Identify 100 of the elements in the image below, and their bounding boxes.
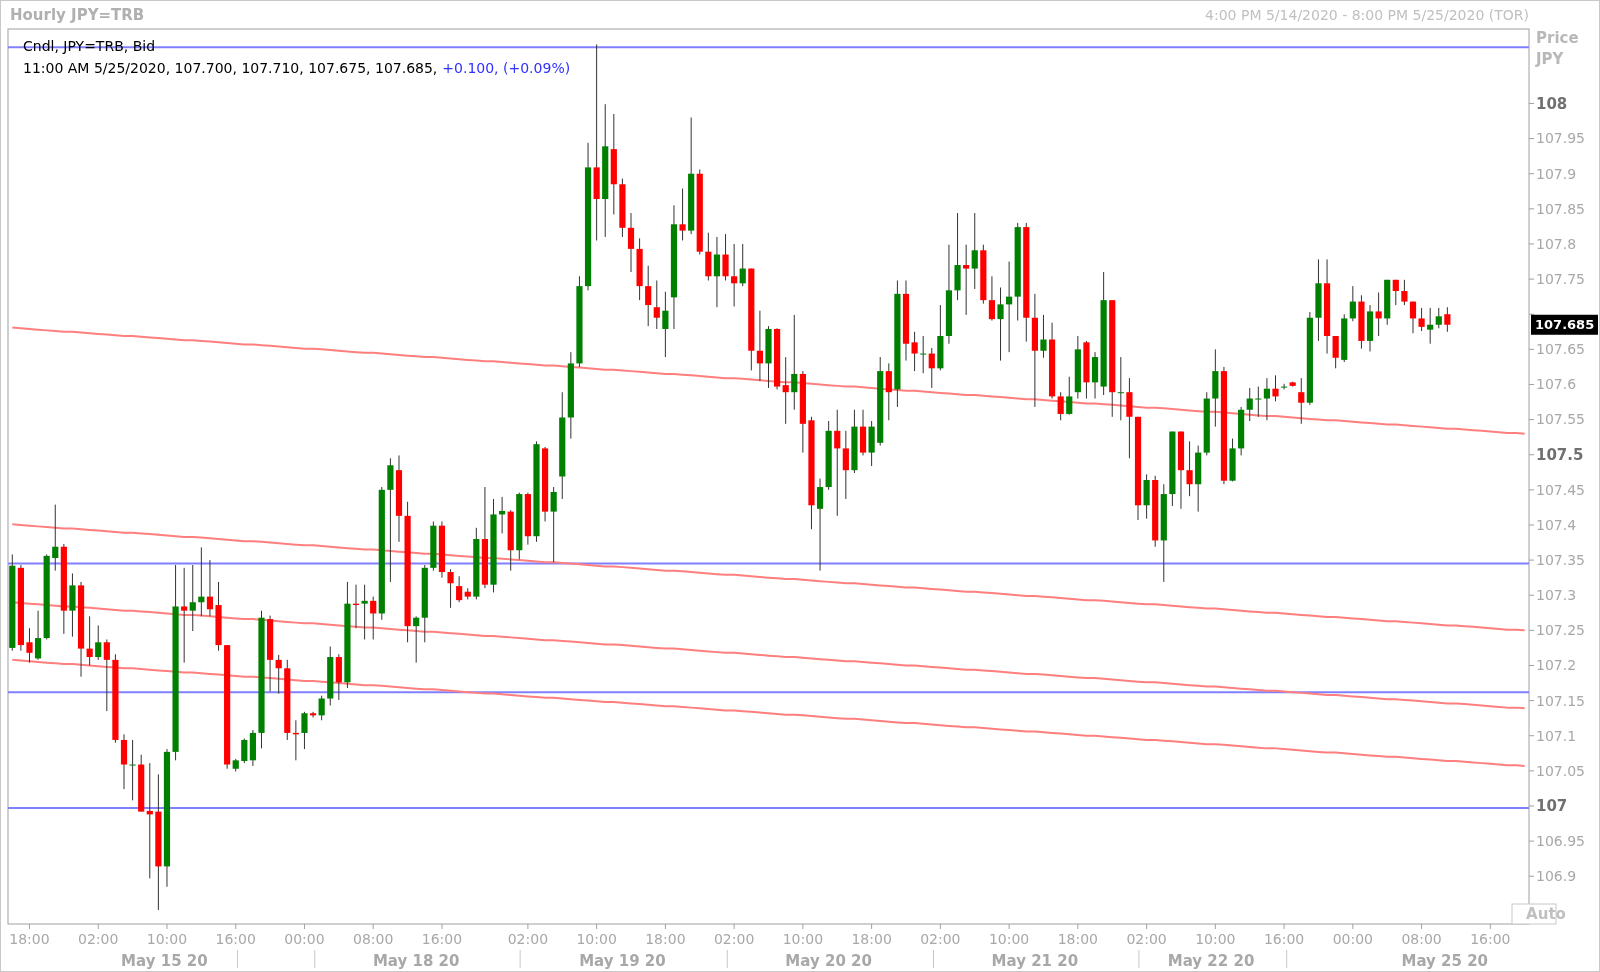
text: May 22 20 xyxy=(1167,952,1255,970)
candlestick xyxy=(189,564,196,632)
y-tick-label: 107 xyxy=(1536,797,1568,816)
candlestick xyxy=(1186,440,1193,497)
candlestick xyxy=(370,596,377,640)
candlestick xyxy=(722,233,729,281)
candlestick xyxy=(645,265,652,327)
candlestick xyxy=(653,280,660,330)
candlestick xyxy=(1418,307,1425,332)
chart-subtitle: 4:00 PM 5/14/2020 - 8:00 PM 5/25/2020 (TOR) xyxy=(1205,7,1529,23)
candlestick xyxy=(206,559,214,617)
candlestick xyxy=(928,347,935,389)
candlestick xyxy=(988,275,996,322)
x-tick-label: 16:00 xyxy=(215,931,256,947)
x-tick-label: 10:00 xyxy=(576,931,617,947)
candlestick xyxy=(413,615,420,664)
candlestick xyxy=(662,291,669,358)
text: May 19 20 xyxy=(579,952,666,970)
candlestick xyxy=(920,335,927,374)
candlestick xyxy=(791,314,798,411)
x-tick-label: 08:00 xyxy=(353,931,394,947)
candlestick xyxy=(550,486,557,563)
candlestick xyxy=(1246,387,1253,422)
candlestick xyxy=(1117,356,1124,421)
candlestick xyxy=(997,287,1004,362)
x-tick-label: 18:00 xyxy=(851,931,892,947)
text: May 20 20 xyxy=(785,952,872,970)
candlestick xyxy=(309,711,317,718)
candlestick xyxy=(447,568,454,609)
candlestick xyxy=(1281,383,1288,390)
y-tick-label: 107.75 xyxy=(1536,270,1585,287)
text: May 25 20 xyxy=(1401,952,1489,970)
y-tick-label: 107.85 xyxy=(1536,200,1585,217)
candlestick xyxy=(679,187,686,241)
candlestick xyxy=(911,331,918,372)
x-tick-label: 16:00 xyxy=(421,931,463,947)
annotation: +0.100, (+0.09%) xyxy=(442,60,571,76)
candlestick xyxy=(1349,285,1356,322)
candlestick xyxy=(1066,376,1073,416)
x-tick-label: 10:00 xyxy=(1195,931,1236,947)
candlestick xyxy=(301,711,308,750)
x-tick-label: 02:00 xyxy=(1126,931,1167,947)
candlestick xyxy=(1444,306,1451,333)
candlestick xyxy=(627,212,635,273)
candlestick xyxy=(1272,374,1279,402)
candlestick xyxy=(1409,301,1417,334)
candlestick xyxy=(1435,307,1442,329)
candlestick xyxy=(181,567,188,664)
candlestick xyxy=(1401,279,1408,306)
chart-title: Hourly JPY=TRB xyxy=(10,6,145,24)
candlestick xyxy=(963,244,970,316)
x-tick-label: 18:00 xyxy=(645,931,686,947)
y-tick-label: 107.05 xyxy=(1536,762,1585,779)
text: May 21 20 xyxy=(991,952,1079,970)
text: May 15 20 xyxy=(121,952,208,970)
x-tick-label: 18:00 xyxy=(1057,931,1099,947)
candlestick xyxy=(971,212,978,290)
y-tick-label: 107.65 xyxy=(1536,341,1585,358)
y-tick-label: 107.5 xyxy=(1536,445,1584,464)
candlestick xyxy=(782,356,789,425)
annotation: 11:00 AM 5/25/2020, 107.700, 107.710, 107.675, 107.685, xyxy=(23,60,438,76)
y-tick-label: 107.35 xyxy=(1536,552,1585,568)
x-tick-label: 18:00 xyxy=(9,931,50,947)
candlestick xyxy=(1375,291,1382,337)
y-tick-label: 107.9 xyxy=(1536,165,1577,182)
candlestick xyxy=(52,504,59,572)
y-tick-label: 107.45 xyxy=(1536,481,1585,498)
candlestick xyxy=(834,409,841,517)
candlestick xyxy=(731,243,738,307)
y-tick-label: 107.25 xyxy=(1536,622,1585,639)
x-tick-label: 02:00 xyxy=(713,931,755,947)
line-series xyxy=(11,326,1526,435)
x-tick-label: 02:00 xyxy=(920,931,961,947)
x-tick-label: 02:00 xyxy=(78,931,119,947)
candlestick xyxy=(885,362,892,421)
x-tick-label: 08:00 xyxy=(1401,931,1442,947)
y-tick-label: 107.8 xyxy=(1536,235,1577,252)
annotation: Cndl, JPY=TRB, Bid xyxy=(23,38,156,54)
line-series xyxy=(11,658,1526,767)
candlestick xyxy=(713,236,721,308)
candlestick xyxy=(1427,307,1434,345)
candlestick xyxy=(129,739,136,801)
candlestick xyxy=(1263,377,1270,421)
y-tick-label: 107.55 xyxy=(1536,411,1585,428)
candlestick xyxy=(275,654,282,695)
y-tick-label: 107.95 xyxy=(1536,130,1585,147)
candlestick xyxy=(361,584,368,640)
y-axis-title: Price JPY xyxy=(1535,29,1579,68)
candlestick xyxy=(739,243,746,287)
candlestick xyxy=(103,638,110,712)
line-series xyxy=(11,523,1526,632)
y-tick-label: 107.6 xyxy=(1536,376,1577,393)
candlestick xyxy=(95,624,102,661)
annotation: Auto xyxy=(1526,905,1566,923)
y-tick-label: 108 xyxy=(1536,94,1568,113)
x-tick-label: 00:00 xyxy=(284,931,325,947)
x-tick-label: 00:00 xyxy=(1332,931,1374,947)
y-tick-label: 106.95 xyxy=(1536,833,1585,849)
x-tick-label: 10:00 xyxy=(782,931,824,947)
candlestick xyxy=(1392,279,1399,306)
